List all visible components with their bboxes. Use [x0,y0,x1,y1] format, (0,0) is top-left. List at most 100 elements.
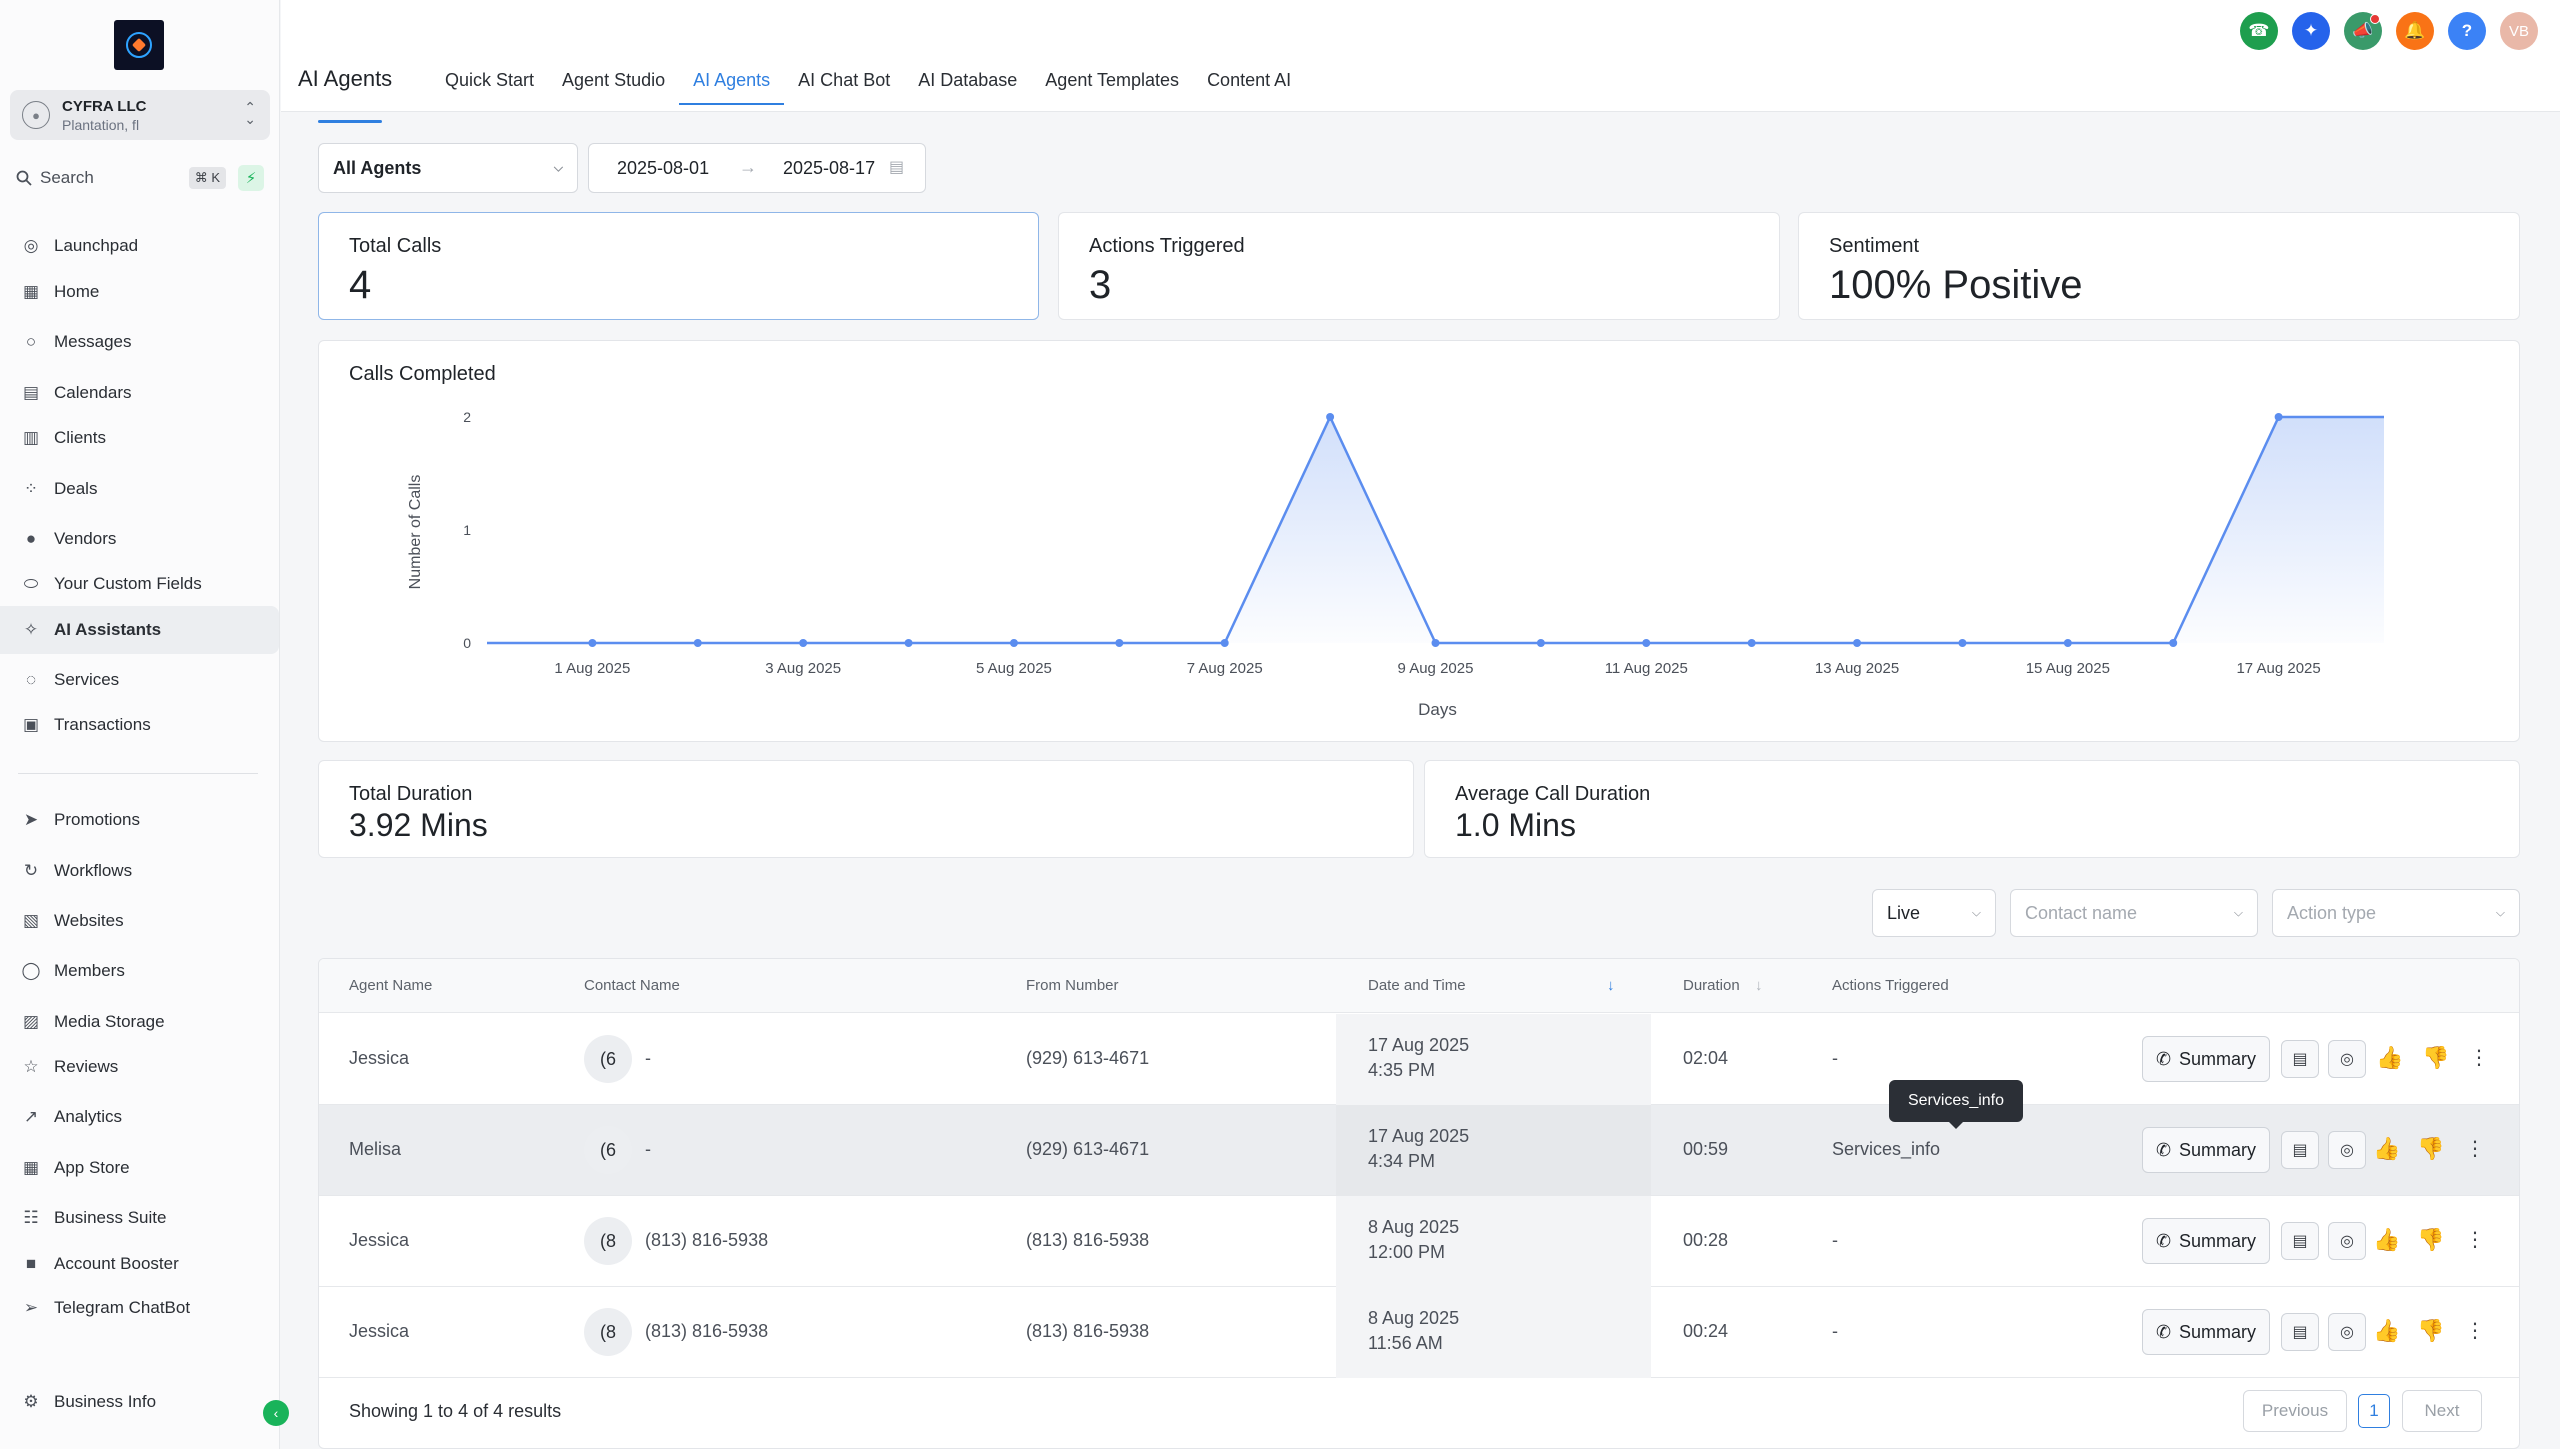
scroll-indicator [318,120,382,123]
sort-icon[interactable]: ↓ [1755,977,1763,994]
account-switcher[interactable]: ● CYFRA LLC Plantation, fl ⌃ ⌄ [10,90,270,140]
megaphone-icon[interactable]: 📣 [2344,12,2382,50]
sidebar-item-calendars[interactable]: ▤ Calendars [0,369,279,417]
more-options-icon[interactable]: ⋮ [2465,1138,2485,1160]
next-button[interactable]: Next [2402,1390,2482,1432]
help-icon[interactable]: ? [2448,12,2486,50]
recording-icon[interactable]: ◎ [2328,1040,2366,1078]
table-row[interactable]: Melisa (6- (929) 613-4671 17 Aug 2025 4:34 P… [319,1105,2519,1196]
recording-icon[interactable]: ◎ [2328,1313,2366,1351]
total-calls-card[interactable]: Total Calls 4 [318,212,1039,320]
sort-desc-icon[interactable]: ↓ [1607,977,1615,994]
sidebar-item-vendors[interactable]: ● Vendors [0,515,279,563]
tab-agent-studio[interactable]: Agent Studio [562,70,666,90]
table-row[interactable]: Jessica (8 (813) 816-5938 (813) 816-5938 8 A… [319,1196,2519,1287]
table-row[interactable]: Jessica (8 (813) 816-5938 (813) 816-5938 8 A… [319,1287,2519,1378]
date-from[interactable]: 2025-08-01 [617,158,710,178]
tab-agent-templates[interactable]: Agent Templates [1045,70,1180,90]
data-point [1747,639,1756,647]
sidebar-item-ai-assistants[interactable]: ✧ AI Assistants [0,606,279,654]
sidebar-item-messages[interactable]: ○ Messages [0,318,279,366]
sidebar-item-your-custom-fields[interactable]: ⬭ Your Custom Fields [0,560,279,608]
transcript-icon[interactable]: ▤ [2281,1040,2319,1078]
transcript-icon[interactable]: ▤ [2281,1313,2319,1351]
thumbs-down-icon[interactable]: 👎 [2417,1318,2445,1343]
summary-button[interactable]: ✆ Summary [2142,1309,2270,1355]
contact-name[interactable]: (813) 816-5938 [645,1230,769,1250]
sidebar-item-analytics[interactable]: ↗ Analytics [0,1093,279,1141]
sidebar-item-business-suite[interactable]: ☷ Business Suite [0,1194,279,1242]
sidebar-item-websites[interactable]: ▧ Websites [0,897,279,945]
thumbs-up-icon[interactable]: 👍 [2373,1318,2401,1343]
col-from-number[interactable]: From Number [1026,977,1119,994]
contact-name[interactable]: (813) 816-5938 [645,1321,769,1341]
sentiment-card[interactable]: Sentiment 100% Positive [1798,212,2520,320]
call-date: 17 Aug 2025 [1368,1035,1470,1055]
sidebar-item-services[interactable]: ◌ Services [0,656,279,704]
col-date-time[interactable]: Date and Time [1368,977,1466,994]
sidebar-item-launchpad[interactable]: ◎ Launchpad [0,222,279,270]
col-agent-name[interactable]: Agent Name [349,977,433,994]
sidebar-item-workflows[interactable]: ↻ Workflows [0,847,279,895]
thumbs-up-icon[interactable]: 👍 [2373,1136,2401,1161]
col-contact-name[interactable]: Contact Name [584,977,680,994]
more-options-icon[interactable]: ⋮ [2469,1047,2489,1069]
search-input[interactable]: Search ⌘ K [16,164,226,192]
tab-content-ai[interactable]: Content AI [1207,70,1292,90]
col-duration[interactable]: Duration [1683,977,1740,994]
thumbs-down-icon[interactable]: 👎 [2417,1227,2445,1252]
sidebar-item-media-storage[interactable]: ▨ Media Storage [0,998,279,1046]
actions-triggered-card[interactable]: Actions Triggered 3 [1058,212,1780,320]
header-tabs: Quick Start Agent Studio AI Agents AI Chat … [431,68,1305,105]
tab-quick-start[interactable]: Quick Start [445,70,535,90]
date-range-picker[interactable]: 2025-08-01 → 2025-08-17 ▤ [588,143,926,193]
agent-select[interactable]: All Agents ⌵ [318,143,578,193]
sidebar-item-members[interactable]: ◯ Members [0,947,279,995]
contact-name[interactable]: - [645,1048,651,1068]
user-avatar[interactable]: VB [2500,12,2538,50]
thumbs-down-icon[interactable]: 👎 [2417,1136,2445,1161]
sidebar-item-home[interactable]: ▦ Home [0,268,279,316]
sidebar-item-deals[interactable]: ⁘ Deals [0,465,279,513]
sidebar-item-app-store[interactable]: ▦ App Store [0,1144,279,1192]
sidebar-item-business-info[interactable]: ⚙ Business Info [0,1378,279,1426]
phone-icon[interactable]: ☎ [2240,12,2278,50]
magic-wand-icon[interactable]: ✦ [2292,12,2330,50]
tab-ai-agents[interactable]: AI Agents [679,68,785,105]
sidebar-item-transactions[interactable]: ▣ Transactions [0,701,279,749]
sidebar-item-promotions[interactable]: ➤ Promotions [0,796,279,844]
more-options-icon[interactable]: ⋮ [2465,1229,2485,1251]
contact-name[interactable]: - [645,1139,651,1159]
recording-icon[interactable]: ◎ [2328,1222,2366,1260]
status-select[interactable]: Live ⌵ [1872,889,1996,937]
previous-button[interactable]: Previous [2243,1390,2347,1432]
tab-ai-database[interactable]: AI Database [918,70,1018,90]
recording-icon[interactable]: ◎ [2328,1131,2366,1169]
summary-button[interactable]: ✆ Summary [2142,1127,2270,1173]
transcript-icon[interactable]: ▤ [2281,1131,2319,1169]
actions-tooltip: Services_info [1889,1080,2023,1129]
page-1-button[interactable]: 1 [2358,1394,2390,1428]
brand-logo[interactable] [114,20,164,70]
col-actions-triggered[interactable]: Actions Triggered [1832,977,1949,994]
sidebar-item-reviews[interactable]: ☆ Reviews [0,1043,279,1091]
transcript-icon[interactable]: ▤ [2281,1222,2319,1260]
contact-name-select[interactable]: Contact name ⌵ [2010,889,2258,937]
action-type-select[interactable]: Action type ⌵ [2272,889,2520,937]
quick-action-bolt-icon[interactable]: ⚡ [238,165,264,191]
sidebar-item-telegram-chatbot[interactable]: ➢ Telegram ChatBot [0,1284,279,1332]
sidebar-item-account-booster[interactable]: ■ Account Booster [0,1240,279,1288]
thumbs-up-icon[interactable]: 👍 [2373,1227,2401,1252]
summary-button[interactable]: ✆ Summary [2142,1036,2270,1082]
collapse-sidebar-icon[interactable]: ‹ [263,1400,289,1426]
date-to[interactable]: 2025-08-17 [783,158,876,178]
sidebar-item-clients[interactable]: ▥ Clients [0,414,279,462]
summary-button[interactable]: ✆ Summary [2142,1218,2270,1264]
sidebar-item-label: Business Suite [54,1208,167,1227]
thumbs-up-icon[interactable]: 👍 [2376,1045,2404,1070]
thumbs-down-icon[interactable]: 👎 [2422,1045,2450,1070]
tab-ai-chat-bot[interactable]: AI Chat Bot [798,70,891,90]
table-row[interactable]: Jessica (6- (929) 613-4671 17 Aug 2025 4:35 … [319,1014,2519,1105]
bell-icon[interactable]: 🔔 [2396,12,2434,50]
more-options-icon[interactable]: ⋮ [2465,1320,2485,1342]
